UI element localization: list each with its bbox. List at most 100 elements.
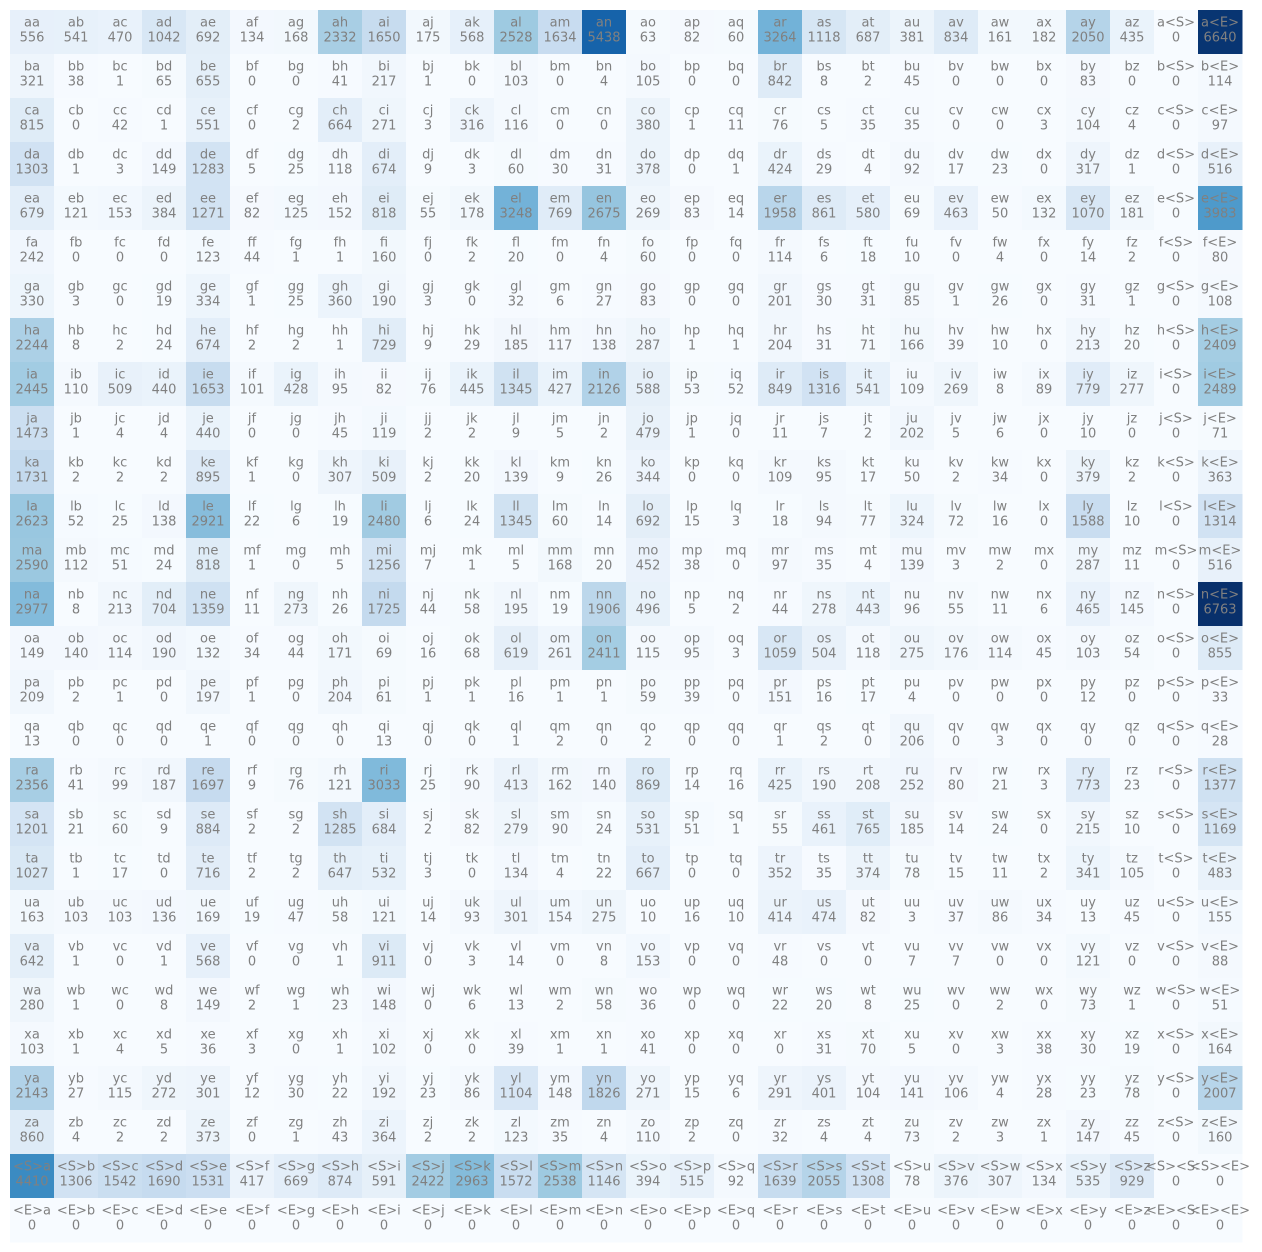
cell-value: 61 — [376, 691, 393, 706]
heatmap-cell — [10, 494, 55, 539]
cell-value: 0 — [556, 955, 564, 970]
cell-value: 380 — [636, 119, 661, 134]
cell-label: ht — [861, 324, 874, 339]
cell-label: at — [861, 16, 874, 31]
cell-value: 1256 — [367, 559, 400, 574]
cell-label: xs — [817, 1028, 832, 1043]
cell-value: 25 — [112, 515, 129, 530]
cell-value: 43 — [332, 1131, 349, 1146]
heatmap-cell — [406, 494, 451, 539]
heatmap-cell — [890, 626, 935, 671]
cell-value: 0 — [1172, 955, 1180, 970]
heatmap-cell — [186, 142, 231, 187]
cell-value: 182 — [1032, 31, 1057, 46]
cell-label: dh — [332, 148, 349, 163]
heatmap-cell — [1110, 98, 1155, 143]
cell-value: 23 — [992, 163, 1009, 178]
heatmap-cell — [626, 670, 671, 715]
heatmap-cell — [538, 362, 583, 407]
heatmap-cell — [450, 98, 495, 143]
cell-value: 141 — [900, 1087, 925, 1102]
cell-label: <S>w — [980, 1160, 1021, 1175]
cell-value: 516 — [1208, 163, 1233, 178]
cell-value: 0 — [688, 1219, 696, 1234]
heatmap-cell — [1110, 670, 1155, 715]
cell-value: 374 — [856, 867, 881, 882]
cell-value: 2 — [160, 471, 168, 486]
cell-label: nq — [728, 588, 745, 603]
cell-value: 86 — [992, 911, 1009, 926]
cell-label: ye — [200, 1072, 216, 1087]
heatmap-cell — [538, 186, 583, 231]
cell-label: wr — [772, 984, 789, 999]
heatmap-cell — [450, 186, 495, 231]
cell-value: 51 — [684, 823, 701, 838]
cell-value: 0 — [380, 1219, 388, 1234]
cell-value: 3 — [72, 295, 80, 310]
heatmap-cell — [450, 142, 495, 187]
heatmap-cell — [626, 98, 671, 143]
heatmap-cell — [934, 186, 979, 231]
cell-label: gy — [1080, 280, 1096, 295]
heatmap-cell — [626, 274, 671, 319]
heatmap-cell — [714, 98, 759, 143]
cell-value: 168 — [284, 31, 309, 46]
cell-value: 10 — [904, 251, 921, 266]
cell-label: cv — [949, 104, 964, 119]
cell-value: 83 — [640, 295, 657, 310]
cell-value: 80 — [948, 779, 965, 794]
cell-label: xp — [684, 1028, 700, 1043]
cell-value: 175 — [416, 31, 441, 46]
cell-label: kp — [684, 456, 700, 471]
cell-label: xq — [728, 1028, 744, 1043]
heatmap-cell — [230, 54, 275, 99]
heatmap-cell — [142, 10, 187, 55]
cell-value: 669 — [284, 1175, 309, 1190]
cell-value: 2 — [468, 251, 476, 266]
cell-label: zs — [817, 1116, 831, 1131]
cell-value: 1169 — [1203, 823, 1236, 838]
cell-label: f<S> — [1159, 236, 1194, 251]
heatmap-cell — [98, 494, 143, 539]
cell-label: ip — [686, 368, 698, 383]
cell-value: 6 — [732, 1087, 740, 1102]
cell-value: 1308 — [851, 1175, 884, 1190]
cell-value: 1 — [1128, 295, 1136, 310]
heatmap-cell — [1154, 142, 1199, 187]
cell-label: xv — [948, 1028, 964, 1043]
heatmap-cell — [978, 450, 1023, 495]
cell-value: 0 — [952, 1219, 960, 1234]
cell-label: fp — [686, 236, 699, 251]
heatmap-cell — [406, 186, 451, 231]
cell-value: 10 — [1080, 427, 1097, 442]
cell-label: vl — [510, 940, 521, 955]
cell-label: id — [158, 368, 170, 383]
heatmap-cell — [1154, 362, 1199, 407]
heatmap-cell — [318, 186, 363, 231]
cell-label: qg — [288, 720, 305, 735]
cell-value: 0 — [952, 119, 960, 134]
cell-label: cc — [113, 104, 127, 119]
heatmap-cell — [538, 142, 583, 187]
cell-value: 147 — [1076, 1131, 1101, 1146]
cell-label: qm — [550, 720, 571, 735]
cell-label: yt — [862, 1072, 875, 1087]
cell-value: 21 — [68, 823, 85, 838]
cell-value: 0 — [1172, 603, 1180, 618]
cell-label: yf — [246, 1072, 259, 1087]
heatmap-cell — [802, 98, 847, 143]
cell-label: og — [288, 632, 304, 647]
cell-label: <E>w — [980, 1204, 1021, 1219]
heatmap-cell — [538, 98, 583, 143]
cell-value: 6 — [996, 427, 1004, 442]
cell-value: 114 — [108, 647, 133, 662]
cell-value: 0 — [1172, 691, 1180, 706]
heatmap-cell — [670, 362, 715, 407]
cell-value: 161 — [988, 31, 1013, 46]
heatmap-cell — [934, 406, 979, 451]
cell-label: ni — [378, 588, 390, 603]
cell-value: 2 — [864, 75, 872, 90]
cell-value: 154 — [548, 911, 573, 926]
cell-label: bp — [684, 60, 701, 75]
cell-value: 0 — [1172, 295, 1180, 310]
